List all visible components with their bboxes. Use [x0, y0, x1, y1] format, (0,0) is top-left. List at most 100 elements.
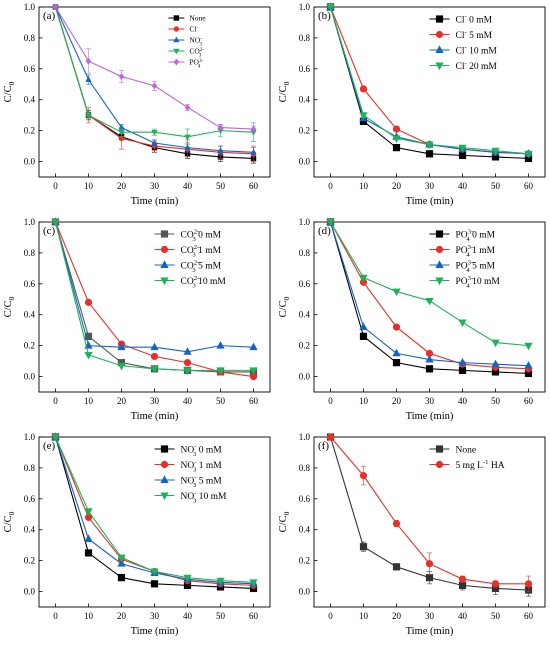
data-point: [216, 341, 225, 349]
legend-formula-index: 3-4: [198, 58, 204, 70]
legend-formula-index: 3-4: [466, 229, 473, 243]
y-tick-label: 0.8: [299, 33, 311, 43]
legend-name: CO: [181, 261, 194, 271]
y-axis-title-main: C/C: [3, 300, 14, 317]
y-tick-label: 0.6: [299, 279, 311, 289]
y-tick-label: 0.0: [24, 372, 36, 382]
y-tick-label: 1.0: [24, 217, 36, 227]
y-axis-title: C/C0: [278, 296, 291, 317]
data-point: [359, 322, 368, 331]
series-line: [54, 221, 254, 353]
data-point: [392, 323, 401, 331]
y-axis-title-subscript: 0: [7, 511, 16, 515]
data-point: [359, 543, 368, 551]
legend-suffix: 0 mM: [467, 15, 493, 25]
legend-superscript: -: [464, 60, 466, 67]
legend-subscript: 3: [193, 482, 197, 489]
data-point: [425, 574, 434, 582]
series-group: [51, 217, 258, 355]
data-point: [117, 554, 126, 563]
legend-marker: [435, 460, 444, 469]
y-axis-title-subscript: 0: [7, 296, 16, 300]
series-line: [329, 6, 529, 160]
legend-formula-index: -: [464, 45, 466, 52]
y-tick-label: 1.0: [299, 2, 311, 12]
y-tick-label: 0.4: [299, 310, 311, 320]
legend-suffix: 10 mM: [196, 492, 227, 502]
x-tick-label: 30: [425, 611, 435, 621]
legend-superscript: -: [194, 475, 196, 482]
y-axis-title: C/C0: [278, 511, 291, 532]
series-group: [51, 218, 258, 381]
legend-superscript: -: [464, 14, 466, 21]
legend-marker: [435, 277, 444, 286]
legend-name: PO: [456, 261, 468, 271]
y-tick-label: 0.8: [299, 248, 311, 258]
legend-formula-index: 3-4: [466, 275, 473, 289]
series-group: [326, 218, 533, 373]
legend-name: None: [189, 14, 206, 23]
panel-label: (b): [318, 10, 331, 22]
y-axis-title-subscript: 0: [7, 81, 16, 85]
legend-suffix: 0 mM: [196, 445, 222, 455]
legend-name: NO: [181, 445, 195, 455]
data-point: [150, 342, 159, 351]
y-axis-title-main: C/C: [278, 85, 289, 102]
y-tick-label: 0.2: [299, 556, 310, 566]
data-point: [425, 560, 434, 568]
legend-subscript: 3: [199, 41, 202, 47]
legend-suffix: 0 mM: [196, 230, 222, 240]
legend-label: Cl- 5 mM: [456, 29, 493, 41]
data-point: [184, 144, 191, 150]
legend-marker: [435, 30, 444, 39]
legend-suffix: 5 mM: [196, 476, 222, 486]
y-tick-label: 1.0: [299, 217, 311, 227]
data-point: [458, 581, 467, 589]
legend-superscript: -: [194, 444, 196, 451]
x-tick-label: 50: [491, 396, 501, 406]
data-point: [392, 519, 401, 528]
data-point: [326, 433, 335, 441]
data-point: [491, 580, 500, 588]
legend-name: Cl: [456, 15, 465, 25]
y-tick-label: 0.2: [24, 126, 35, 136]
series-group: [51, 434, 258, 587]
legend-marker: [173, 15, 180, 21]
x-tick-label: 30: [150, 611, 160, 621]
legend-name: NO: [181, 476, 195, 486]
legend-marker: [435, 260, 444, 268]
x-tick-label: 20: [392, 396, 402, 406]
legend-label: PO3-4: [189, 58, 203, 70]
legend-marker: [160, 277, 169, 286]
legend-marker: [173, 26, 180, 32]
legend-suffix: 5 mM: [196, 261, 222, 271]
data-point: [392, 125, 401, 133]
data-point: [84, 534, 93, 542]
series-group: [326, 433, 533, 592]
y-tick-label: 0.4: [299, 95, 311, 105]
data-point: [326, 219, 335, 227]
x-tick-label: 10: [359, 181, 369, 191]
data-point: [524, 342, 533, 351]
legend-superscript: 2-: [194, 260, 200, 267]
x-tick-label: 50: [216, 611, 226, 621]
y-tick-label: 0.6: [24, 494, 36, 504]
legend-suffix: 10 mM: [196, 277, 227, 287]
data-point: [458, 358, 467, 366]
legend-marker: [160, 230, 169, 238]
legend-label: NO-3 10 mM: [181, 490, 228, 504]
x-tick-label: 30: [425, 181, 435, 191]
x-tick-label: 0: [53, 181, 58, 191]
x-tick-label: 50: [491, 181, 501, 191]
data-point: [184, 104, 191, 111]
x-axis-title: Time (min): [406, 626, 454, 637]
legend-superscript: 3-: [468, 244, 474, 251]
legend-label: Cl- 10 mM: [456, 45, 498, 57]
data-point: [118, 129, 125, 136]
legend-name: CO: [189, 47, 200, 56]
legend-name: NO: [181, 461, 195, 471]
data-point: [359, 274, 368, 283]
data-point: [458, 366, 467, 374]
series-line: [54, 436, 254, 590]
